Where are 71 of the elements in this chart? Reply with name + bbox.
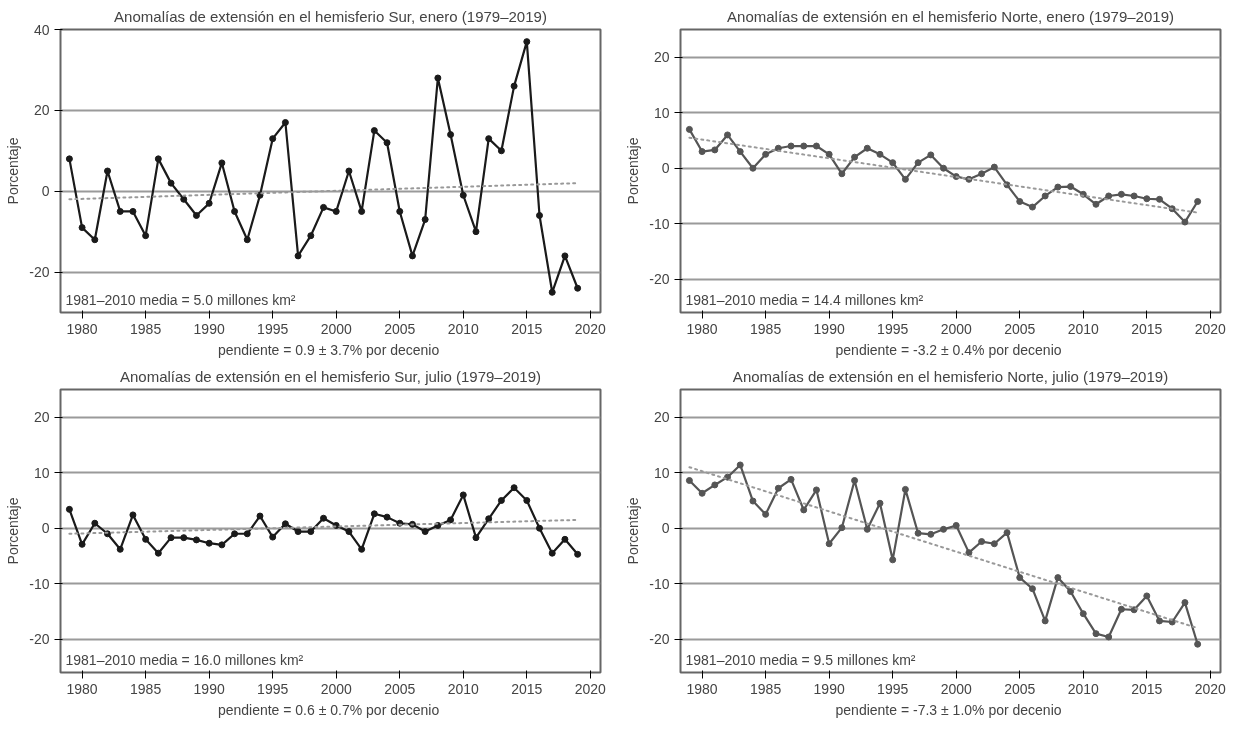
y-tick-label: 0 (661, 160, 670, 177)
y-tick-label: -20 (29, 631, 50, 648)
x-tick-label: 2000 (940, 320, 972, 337)
x-tick-label: 2000 (320, 320, 352, 337)
x-tick-label: 1985 (750, 680, 782, 697)
chart-title: Anomalías de extensión en el hemisferio Norte, julio (1979–2019) (732, 367, 1169, 385)
x-tick-label: 1985 (750, 320, 782, 337)
x-tick-label: 2000 (940, 680, 972, 697)
x-tick-label: 2010 (447, 320, 480, 337)
chart-title: Anomalías de extensión en el hemisferio Sur, julio (1979–2019) (119, 367, 542, 385)
x-tick-label: 1980 (686, 680, 718, 697)
x-tick-label: 2005 (1004, 680, 1036, 697)
y-tick-label: 0 (661, 520, 670, 537)
x-tick-label: 2010 (1067, 320, 1100, 337)
x-tick-label: 1990 (813, 680, 845, 697)
y-tick-label: 10 (653, 464, 670, 481)
x-tick-label: 1980 (66, 320, 98, 337)
x-tick-label: 2020 (1194, 680, 1227, 697)
x-tick-label: 1995 (257, 680, 289, 697)
annotation: 1981–2010 media = 16.0 millones km² (65, 651, 304, 668)
x-tick-label: 1995 (877, 320, 909, 337)
x-axis-title: pendiente = 0.9 ± 3.7% por decenio (217, 341, 440, 358)
y-tick-label: 0 (41, 520, 50, 537)
x-axis-title: pendiente = 0.6 ± 0.7% por decenio (217, 701, 440, 718)
x-tick-label: 1985 (130, 320, 162, 337)
y-tick-label: 10 (653, 104, 670, 121)
x-tick-label: 2015 (1131, 320, 1163, 337)
annotation: 1981–2010 media = 5.0 millones km² (65, 291, 296, 308)
x-tick-label: 1980 (686, 320, 718, 337)
x-tick-label: 2000 (320, 680, 352, 697)
x-axis-title: pendiente = -3.2 ± 0.4% por decenio (835, 341, 1062, 358)
y-tick-label: 10 (33, 464, 50, 481)
x-tick-label: 2010 (1067, 680, 1100, 697)
x-tick-label: 2020 (1194, 320, 1227, 337)
y-tick-label: 20 (33, 409, 50, 426)
x-tick-label: 1990 (193, 680, 225, 697)
y-axis-title: Porcentaje (5, 137, 22, 205)
x-tick-label: 2015 (511, 680, 543, 697)
x-tick-label: 2005 (1004, 320, 1036, 337)
y-tick-label: 20 (653, 409, 670, 426)
y-tick-label: 20 (33, 102, 50, 119)
x-tick-label: 2005 (384, 320, 416, 337)
x-tick-label: 2020 (574, 320, 607, 337)
x-tick-label: 1995 (257, 320, 289, 337)
chart-title: Anomalías de extensión en el hemisferio Norte, enero (1979–2019) (727, 7, 1174, 25)
chart-title: Anomalías de extensión en el hemisferio Sur, enero (1979–2019) (114, 7, 547, 25)
y-tick-label: -10 (649, 575, 670, 592)
x-tick-label: 2015 (1131, 680, 1163, 697)
x-tick-label: 2010 (447, 680, 480, 697)
y-axis-title: Porcentaje (625, 497, 642, 565)
x-axis-title: pendiente = -7.3 ± 1.0% por decenio (835, 701, 1062, 718)
annotation: 1981–2010 media = 9.5 millones km² (685, 651, 916, 668)
x-tick-label: 2005 (384, 680, 416, 697)
x-tick-label: 1990 (193, 320, 225, 337)
x-tick-label: 1995 (877, 680, 909, 697)
x-tick-label: 2020 (574, 680, 607, 697)
y-tick-label: -20 (29, 264, 50, 281)
y-axis-title: Porcentaje (625, 137, 642, 205)
x-tick-label: 1985 (130, 680, 162, 697)
y-tick-label: -20 (649, 271, 670, 288)
y-axis-title: Porcentaje (5, 497, 22, 565)
x-tick-label: 2015 (511, 320, 543, 337)
y-tick-label: -10 (649, 215, 670, 232)
y-tick-label: 40 (33, 21, 50, 38)
y-tick-label: 20 (653, 49, 670, 66)
y-tick-label: 0 (41, 183, 50, 200)
annotation: 1981–2010 media = 14.4 millones km² (685, 291, 924, 308)
x-tick-label: 1990 (813, 320, 845, 337)
x-tick-label: 1980 (66, 680, 98, 697)
y-tick-label: -20 (649, 631, 670, 648)
y-tick-label: -10 (29, 575, 50, 592)
